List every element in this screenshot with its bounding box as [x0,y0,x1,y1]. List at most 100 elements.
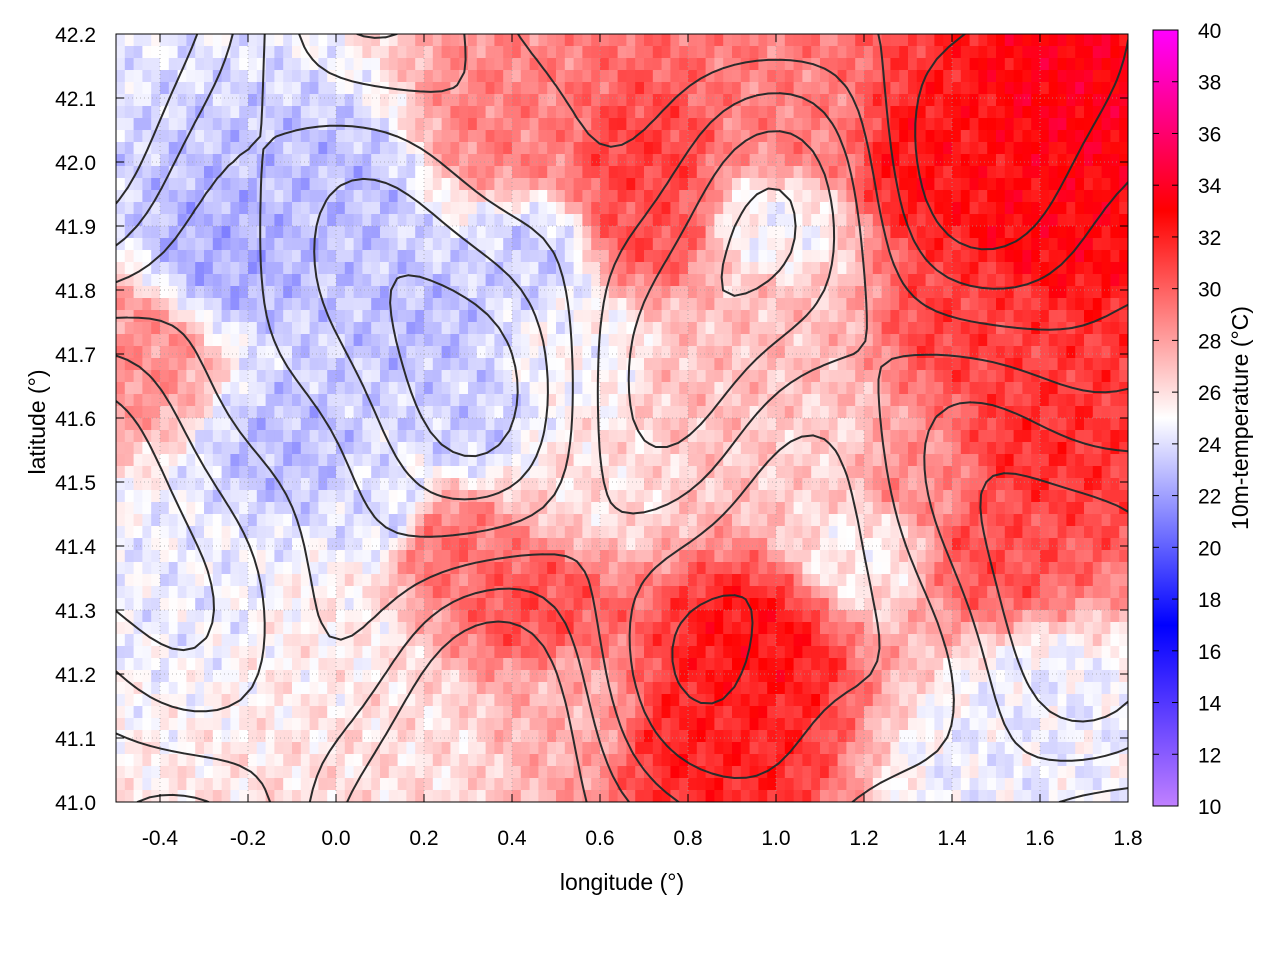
heatmap-cell [723,70,733,83]
heatmap-cell [133,310,143,323]
heatmap-cell [450,154,460,167]
heatmap-cell [881,334,891,347]
heatmap-cell [661,106,671,119]
heatmap-cell [344,82,355,95]
heatmap-cell [177,322,187,335]
heatmap-cell [1110,322,1120,335]
heatmap-cell [397,142,407,155]
heatmap-cell [872,466,883,479]
heatmap-cell [133,118,143,131]
heatmap-cell [573,106,583,119]
heatmap-cell [872,322,883,335]
heatmap-cell [239,310,249,323]
heatmap-cell [996,70,1006,83]
heatmap-cell [485,454,495,467]
heatmap-cell [635,514,645,527]
heatmap-cell [415,130,425,143]
heatmap-cell [1013,130,1023,143]
heatmap-cell [872,58,883,71]
heatmap-cell [133,430,143,443]
heatmap-cell [855,166,865,179]
heatmap-cell [195,550,205,563]
heatmap-cell [872,454,883,467]
heatmap-cell [124,274,135,287]
heatmap-cell [353,94,363,107]
heatmap-cell [688,130,698,143]
heatmap-cell [784,226,795,239]
heatmap-cell [239,178,249,191]
heatmap-cell [723,298,733,311]
heatmap-cell [124,82,135,95]
heatmap-cell [1066,178,1076,191]
heatmap-cell [652,106,663,119]
heatmap-cell [1084,418,1094,431]
heatmap-cell [714,370,724,383]
heatmap-cell [608,34,619,47]
heatmap-cell [406,238,416,251]
heatmap-cell [635,262,645,275]
heatmap-cell [1119,418,1128,431]
heatmap-cell [1057,538,1067,551]
heatmap-cell [582,538,592,551]
heatmap-cell [283,454,293,467]
heatmap-cell [564,370,575,383]
heatmap-cell [300,94,311,107]
heatmap-cell [336,142,346,155]
heatmap-cell [714,70,724,83]
heatmap-cell [1075,310,1085,323]
heatmap-cell [582,82,592,95]
heatmap-cell [336,346,346,359]
heatmap-cell [116,70,126,83]
heatmap-cell [432,238,443,251]
heatmap-cell [899,502,909,515]
heatmap-cell [397,46,407,59]
heatmap-cell [776,202,786,215]
heatmap-cell [151,70,161,83]
heatmap-cell [124,466,135,479]
heatmap-cell [1066,370,1076,383]
heatmap-cell [424,346,434,359]
heatmap-cell [591,214,601,227]
heatmap-cell [732,34,742,47]
heatmap-cell [872,34,883,47]
heatmap-cell [1004,370,1015,383]
heatmap-cell [318,142,328,155]
heatmap-cell [186,190,196,203]
heatmap-cell [952,358,962,371]
heatmap-cell [265,250,275,263]
heatmap-cell [890,238,900,251]
heatmap-cell [820,430,830,443]
heatmap-cell [388,130,399,143]
heatmap-cell [327,502,337,515]
heatmap-cell [520,478,531,491]
heatmap-cell [679,214,689,227]
heatmap-cell [969,370,979,383]
heatmap-cell [899,430,909,443]
heatmap-cell [793,358,803,371]
heatmap-cell [1119,202,1128,215]
heatmap-cell [626,250,636,263]
heatmap-cell [177,418,187,431]
heatmap-cell [371,550,381,563]
heatmap-cell [432,70,443,83]
heatmap-cell [635,298,645,311]
heatmap-cell [503,298,513,311]
heatmap-cell [696,214,707,227]
heatmap-cell [432,430,443,443]
heatmap-cell [1057,34,1067,47]
heatmap-cell [195,238,205,251]
heatmap-cell [133,94,143,107]
heatmap-cell [380,262,390,275]
heatmap-cell [960,46,971,59]
heatmap-cell [1066,250,1076,263]
heatmap-cell [1092,346,1103,359]
heatmap-cell [195,226,205,239]
heatmap-cell [635,526,645,539]
heatmap-cell [292,370,302,383]
heatmap-cell [661,310,671,323]
heatmap-cell [784,346,795,359]
heatmap-cell [529,550,539,563]
heatmap-cell [529,118,539,131]
heatmap-cell [573,286,583,299]
heatmap-cell [212,142,223,155]
